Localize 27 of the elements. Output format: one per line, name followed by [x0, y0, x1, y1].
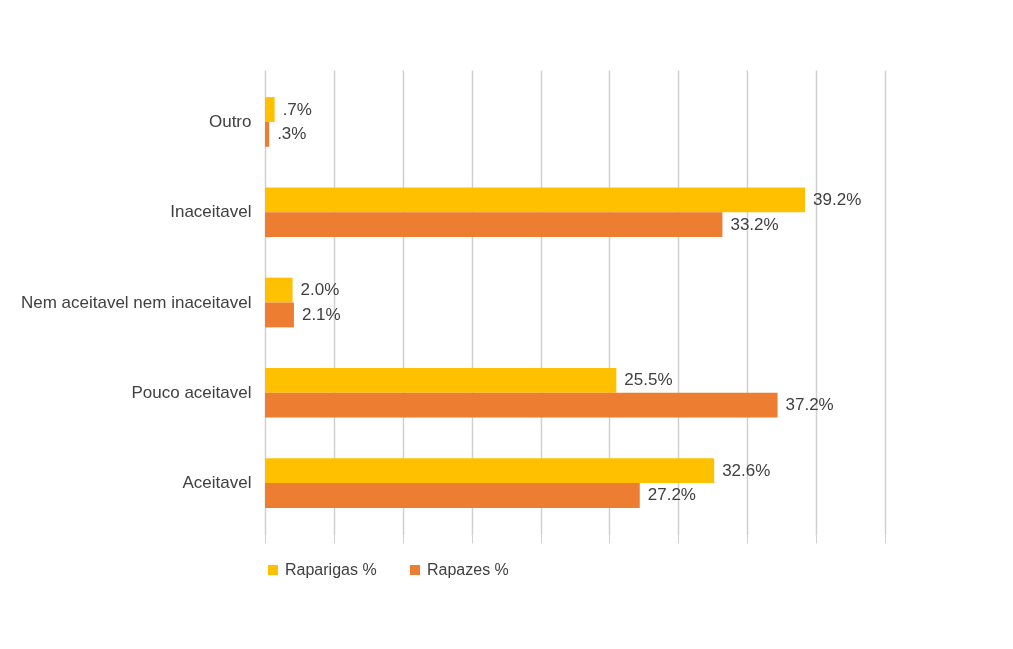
data-label: 25.5% [624, 370, 673, 390]
y-tick-label: Pouco aceitavel [131, 382, 252, 402]
data-label: .3% [277, 124, 307, 144]
data-label: 27.2% [647, 485, 696, 505]
data-label: 2.0% [300, 280, 340, 300]
bar [265, 212, 723, 238]
bar [265, 302, 294, 328]
bar [265, 392, 778, 418]
y-tick-label: Aceitavel [182, 473, 252, 493]
legend-label: Rapazes % [427, 561, 509, 578]
bar [265, 121, 270, 147]
data-label: 33.2% [730, 214, 779, 234]
y-tick-label: Nem aceitavel nem inaceitavel [20, 292, 252, 312]
bar [265, 97, 275, 122]
legend-label: Raparigas % [285, 561, 377, 578]
data-label: .7% [282, 99, 312, 119]
bar [265, 187, 806, 213]
data-label: 32.6% [722, 460, 771, 480]
data-label: 39.2% [813, 189, 862, 209]
y-tick-label: Inaceitavel [170, 202, 252, 222]
y-tick-label: Outro [208, 111, 252, 131]
bar [265, 277, 293, 303]
data-label: 2.1% [301, 304, 341, 324]
bar [265, 367, 617, 393]
bar [265, 483, 640, 508]
bar [265, 458, 715, 484]
data-label: 37.2% [785, 395, 834, 415]
